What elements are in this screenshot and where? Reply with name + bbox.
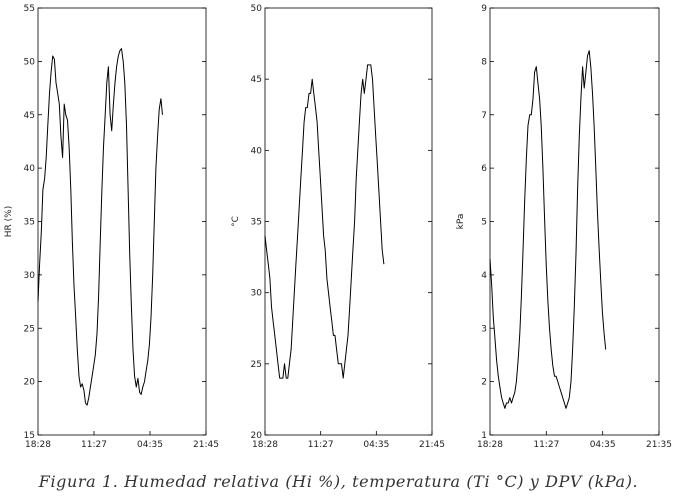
hr-ytick-label: 30	[24, 271, 36, 281]
temp-xtick-label: 18:28	[252, 440, 278, 450]
temp-ytick-label: 30	[251, 289, 263, 299]
temp-xtick-label: 21:45	[419, 440, 445, 450]
hr-ytick-label: 35	[24, 218, 35, 228]
hr-ytick-label: 40	[24, 164, 36, 174]
figure-caption: Figura 1. Humedad relativa (Hi %), tempe…	[38, 472, 639, 491]
dpv-ytick-label: 2	[481, 378, 487, 388]
dpv-ylabel: kPa	[456, 214, 466, 230]
dpv-ytick-label: 7	[481, 111, 487, 121]
hr-ytick-label: 25	[24, 324, 35, 334]
hr-ytick-label: 50	[24, 57, 36, 67]
dpv-ytick-label: 4	[481, 271, 487, 281]
dpv-ytick-label: 8	[481, 57, 487, 67]
dpv-xtick-label: 21:35	[646, 440, 672, 450]
dpv-ytick-label: 9	[481, 4, 487, 14]
hr-ytick-label: 55	[24, 4, 35, 14]
temp-plot-frame	[264, 7, 433, 436]
temp-xtick-label: 11:27	[308, 440, 334, 450]
dpv-ytick-label: 5	[481, 218, 487, 228]
hr-panel: 15 20 25 30 35 40 45 50 55 18:28 11:27 04:35 21:45 HR…	[4, 4, 219, 450]
temp-ytick-label: 20	[251, 431, 263, 441]
dpv-plot-frame	[489, 7, 660, 436]
dpv-panel: 1 2 3 4 5 6 7 8 9 18:28 11:27 04:35 21:35 kPa	[456, 4, 672, 450]
hr-xtick-label: 18:28	[25, 440, 51, 450]
temp-ytick-label: 45	[251, 75, 262, 85]
temperature-panel: 20 25 30 35 40 45 50 18:28 11:27 04:35 21:45 °C	[231, 4, 445, 450]
temp-xtick-label: 04:35	[363, 440, 389, 450]
temp-ytick-label: 25	[251, 360, 262, 370]
dpv-ytick-label: 3	[481, 324, 487, 334]
temp-ytick-label: 35	[251, 218, 262, 228]
dpv-xtick-label: 18:28	[477, 440, 503, 450]
hr-series-line	[37, 48, 163, 406]
dpv-ytick-label: 1	[481, 431, 487, 441]
temp-series-line	[264, 64, 385, 379]
hr-ytick-label: 45	[24, 111, 35, 121]
hr-ylabel: HR (%)	[4, 206, 14, 237]
temp-ytick-label: 50	[251, 4, 263, 14]
hr-ytick-label: 15	[24, 431, 35, 441]
hr-xtick-label: 04:35	[137, 440, 163, 450]
hr-xtick-label: 11:27	[81, 440, 107, 450]
hr-ytick-label: 20	[24, 378, 36, 388]
dpv-series-line	[489, 50, 607, 409]
dpv-xtick-label: 11:27	[533, 440, 559, 450]
hr-plot-frame	[37, 7, 207, 436]
temp-ylabel: °C	[231, 216, 241, 227]
temp-ytick-label: 40	[251, 146, 263, 156]
hr-xtick-label: 21:45	[193, 440, 219, 450]
dpv-ytick-label: 6	[481, 164, 487, 174]
dpv-xtick-label: 04:35	[590, 440, 616, 450]
